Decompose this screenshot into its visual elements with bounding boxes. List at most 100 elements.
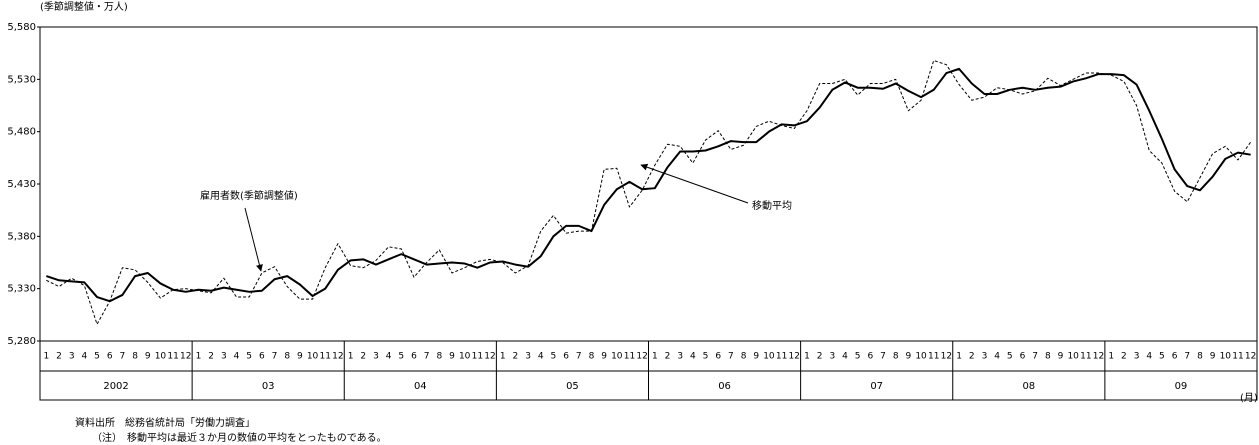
x-tick-label: 5: [855, 352, 861, 362]
x-tick-label: 8: [741, 352, 747, 362]
x-tick-label: 11: [320, 352, 331, 362]
x-tick-label: 6: [411, 352, 417, 362]
x-tick-label: 2: [208, 352, 214, 362]
x-tick-label: 2: [56, 352, 62, 362]
y-tick-label: 5,480: [7, 127, 36, 138]
x-tick-label: 10: [1220, 352, 1232, 362]
x-tick-label: 4: [1146, 352, 1152, 362]
x-unit: (月): [1240, 392, 1258, 404]
x-tick-label: 12: [180, 352, 191, 362]
x-tick-label: 8: [436, 352, 442, 362]
x-tick-label: 10: [915, 352, 927, 362]
x-tick-label: 8: [132, 352, 138, 362]
x-tick-label: 6: [1020, 352, 1026, 362]
x-tick-label: 3: [677, 352, 683, 362]
x-tick-label: 7: [728, 352, 734, 362]
x-tick-label: 7: [120, 352, 126, 362]
x-tick-label: 3: [982, 352, 988, 362]
x-tick-label: 6: [1172, 352, 1178, 362]
x-tick-label: 5: [398, 352, 404, 362]
x-tick-label: 2: [513, 352, 519, 362]
x-tick-label: 3: [221, 352, 227, 362]
x-tick-label: 3: [829, 352, 835, 362]
x-tick-label: 2: [360, 352, 366, 362]
x-tick-label: 5: [703, 352, 709, 362]
y-tick-label: 5,330: [7, 284, 36, 295]
year-label: 2002: [103, 381, 128, 392]
year-label: 06: [718, 381, 731, 392]
x-tick-label: 1: [804, 352, 810, 362]
x-tick-label: 4: [386, 352, 392, 362]
x-tick-label: 8: [1045, 352, 1051, 362]
x-tick-label: 7: [424, 352, 430, 362]
source-note: 資料出所 総務省統計局「労働力調査」: [75, 416, 255, 429]
x-tick-label: 11: [928, 352, 939, 362]
x-tick-label: 5: [1007, 352, 1013, 362]
x-tick-label: 9: [1058, 352, 1064, 362]
x-tick-label: 12: [484, 352, 495, 362]
x-tick-label: 5: [551, 352, 557, 362]
x-tick-label: 8: [893, 352, 899, 362]
x-tick-label: 6: [867, 352, 873, 362]
x-tick-label: 5: [1159, 352, 1165, 362]
year-label: 08: [1022, 381, 1035, 392]
x-tick-label: 1: [348, 352, 354, 362]
x-tick-label: 12: [636, 352, 647, 362]
x-tick-label: 1: [652, 352, 658, 362]
y-tick-label: 5,380: [7, 231, 36, 242]
x-tick-label: 10: [1067, 352, 1079, 362]
y-tick-label: 5,580: [7, 22, 36, 33]
x-tick-label: 10: [611, 352, 623, 362]
x-tick-label: 5: [246, 352, 252, 362]
x-tick-label: 10: [307, 352, 319, 362]
x-tick-label: 12: [332, 352, 343, 362]
x-tick-label: 4: [82, 352, 88, 362]
x-tick-label: 9: [601, 352, 607, 362]
x-tick-label: 9: [906, 352, 912, 362]
x-tick-label: 11: [624, 352, 635, 362]
x-tick-label: 12: [1245, 352, 1256, 362]
x-tick-label: 1: [196, 352, 202, 362]
annotation-arrow: [244, 207, 263, 272]
x-tick-label: 12: [941, 352, 952, 362]
x-tick-label: 7: [576, 352, 582, 362]
x-tick-label: 7: [272, 352, 278, 362]
y-tick-label: 5,530: [7, 74, 36, 85]
x-tick-label: 9: [753, 352, 759, 362]
x-tick-label: 6: [259, 352, 265, 362]
x-tick-label: 1: [956, 352, 962, 362]
year-label: 09: [1175, 381, 1188, 392]
x-tick-label: 11: [472, 352, 483, 362]
x-tick-label: 1: [1108, 352, 1114, 362]
x-tick-label: 8: [589, 352, 595, 362]
x-tick-label: 4: [234, 352, 240, 362]
x-tick-label: 2: [817, 352, 823, 362]
x-tick-label: 8: [284, 352, 290, 362]
x-tick-label: 9: [297, 352, 303, 362]
x-tick-label: 12: [1093, 352, 1104, 362]
x-tick-label: 2: [969, 352, 975, 362]
x-tick-label: 1: [43, 352, 49, 362]
x-tick-label: 3: [525, 352, 531, 362]
x-tick-label: 7: [1032, 352, 1038, 362]
annotation: 雇用者数(季節調整値): [200, 189, 298, 202]
year-label: 04: [414, 381, 427, 392]
x-tick-label: 6: [715, 352, 721, 362]
x-tick-label: 6: [563, 352, 569, 362]
x-tick-label: 7: [880, 352, 886, 362]
x-tick-label: 11: [1080, 352, 1091, 362]
x-tick-label: 2: [665, 352, 671, 362]
series-line: [46, 59, 1252, 325]
x-tick-label: 11: [167, 352, 178, 362]
x-tick-label: 9: [1210, 352, 1216, 362]
x-tick-label: 4: [690, 352, 696, 362]
x-tick-label: 8: [1197, 352, 1203, 362]
x-tick-label: 1: [500, 352, 506, 362]
x-tick-label: 10: [459, 352, 471, 362]
y-tick-label: 5,280: [7, 336, 36, 347]
x-tick-label: 2: [1121, 352, 1127, 362]
x-tick-label: 12: [789, 352, 800, 362]
annotation: 移動平均: [752, 199, 792, 212]
y-tick-label: 5,430: [7, 179, 36, 190]
x-tick-label: 11: [776, 352, 787, 362]
